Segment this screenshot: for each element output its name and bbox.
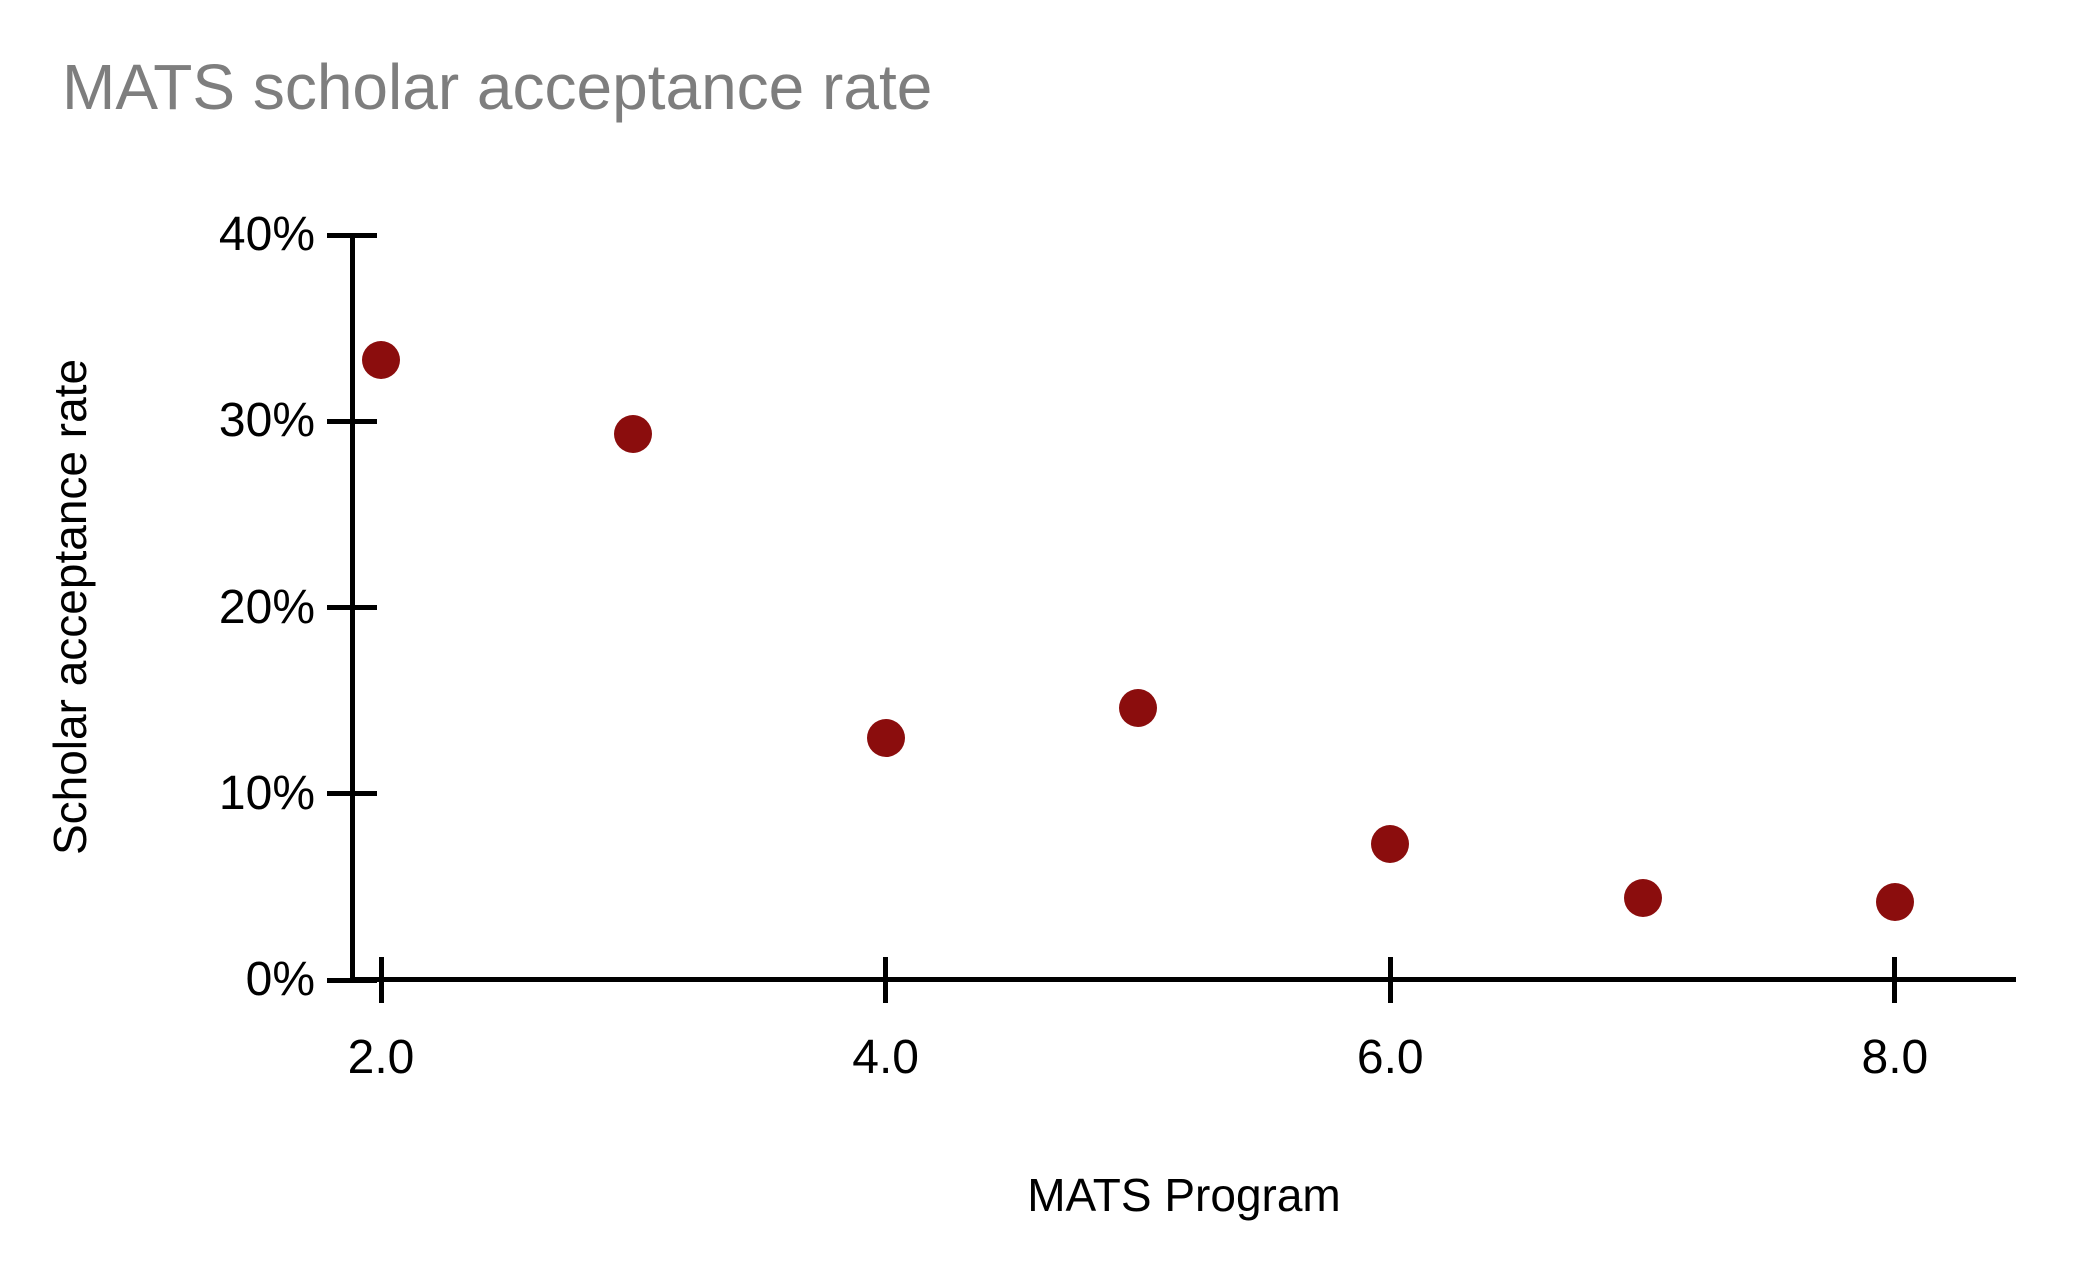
data-point: [1371, 825, 1410, 864]
y-tick-mark: [327, 791, 377, 797]
data-point: [1875, 882, 1914, 921]
x-axis-line: [352, 977, 2016, 982]
x-tick-mark: [1387, 957, 1393, 1003]
y-tick-label: 40%: [218, 208, 315, 261]
x-tick-label: 2.0: [347, 1031, 415, 1084]
x-tick-mark: [1892, 957, 1898, 1003]
data-point: [1623, 879, 1662, 918]
data-point: [614, 415, 653, 454]
data-point: [866, 718, 905, 757]
data-point: [362, 340, 401, 379]
y-tick-mark: [327, 232, 377, 238]
y-tick-mark: [327, 418, 377, 424]
y-axis-title-text: Scholar acceptance rate: [44, 358, 96, 856]
data-point: [1118, 689, 1157, 728]
y-tick-label: 10%: [218, 766, 315, 820]
x-tick-mark: [378, 957, 384, 1003]
x-axis-title: MATS Program: [1027, 1169, 1341, 1221]
y-tick-mark: [327, 605, 377, 610]
x-tick-label: 4.0: [852, 1031, 919, 1084]
y-tick-mark: [327, 977, 377, 983]
y-tick-label: 20%: [218, 580, 315, 634]
y-tick-label: 30%: [218, 394, 315, 448]
y-tick-label: 0%: [245, 953, 315, 1006]
x-tick-mark: [883, 957, 889, 1003]
x-tick-label: 6.0: [1356, 1031, 1424, 1084]
x-tick-label: 8.0: [1861, 1031, 1929, 1084]
chart-title: MATS scholar acceptance rate: [62, 51, 933, 123]
